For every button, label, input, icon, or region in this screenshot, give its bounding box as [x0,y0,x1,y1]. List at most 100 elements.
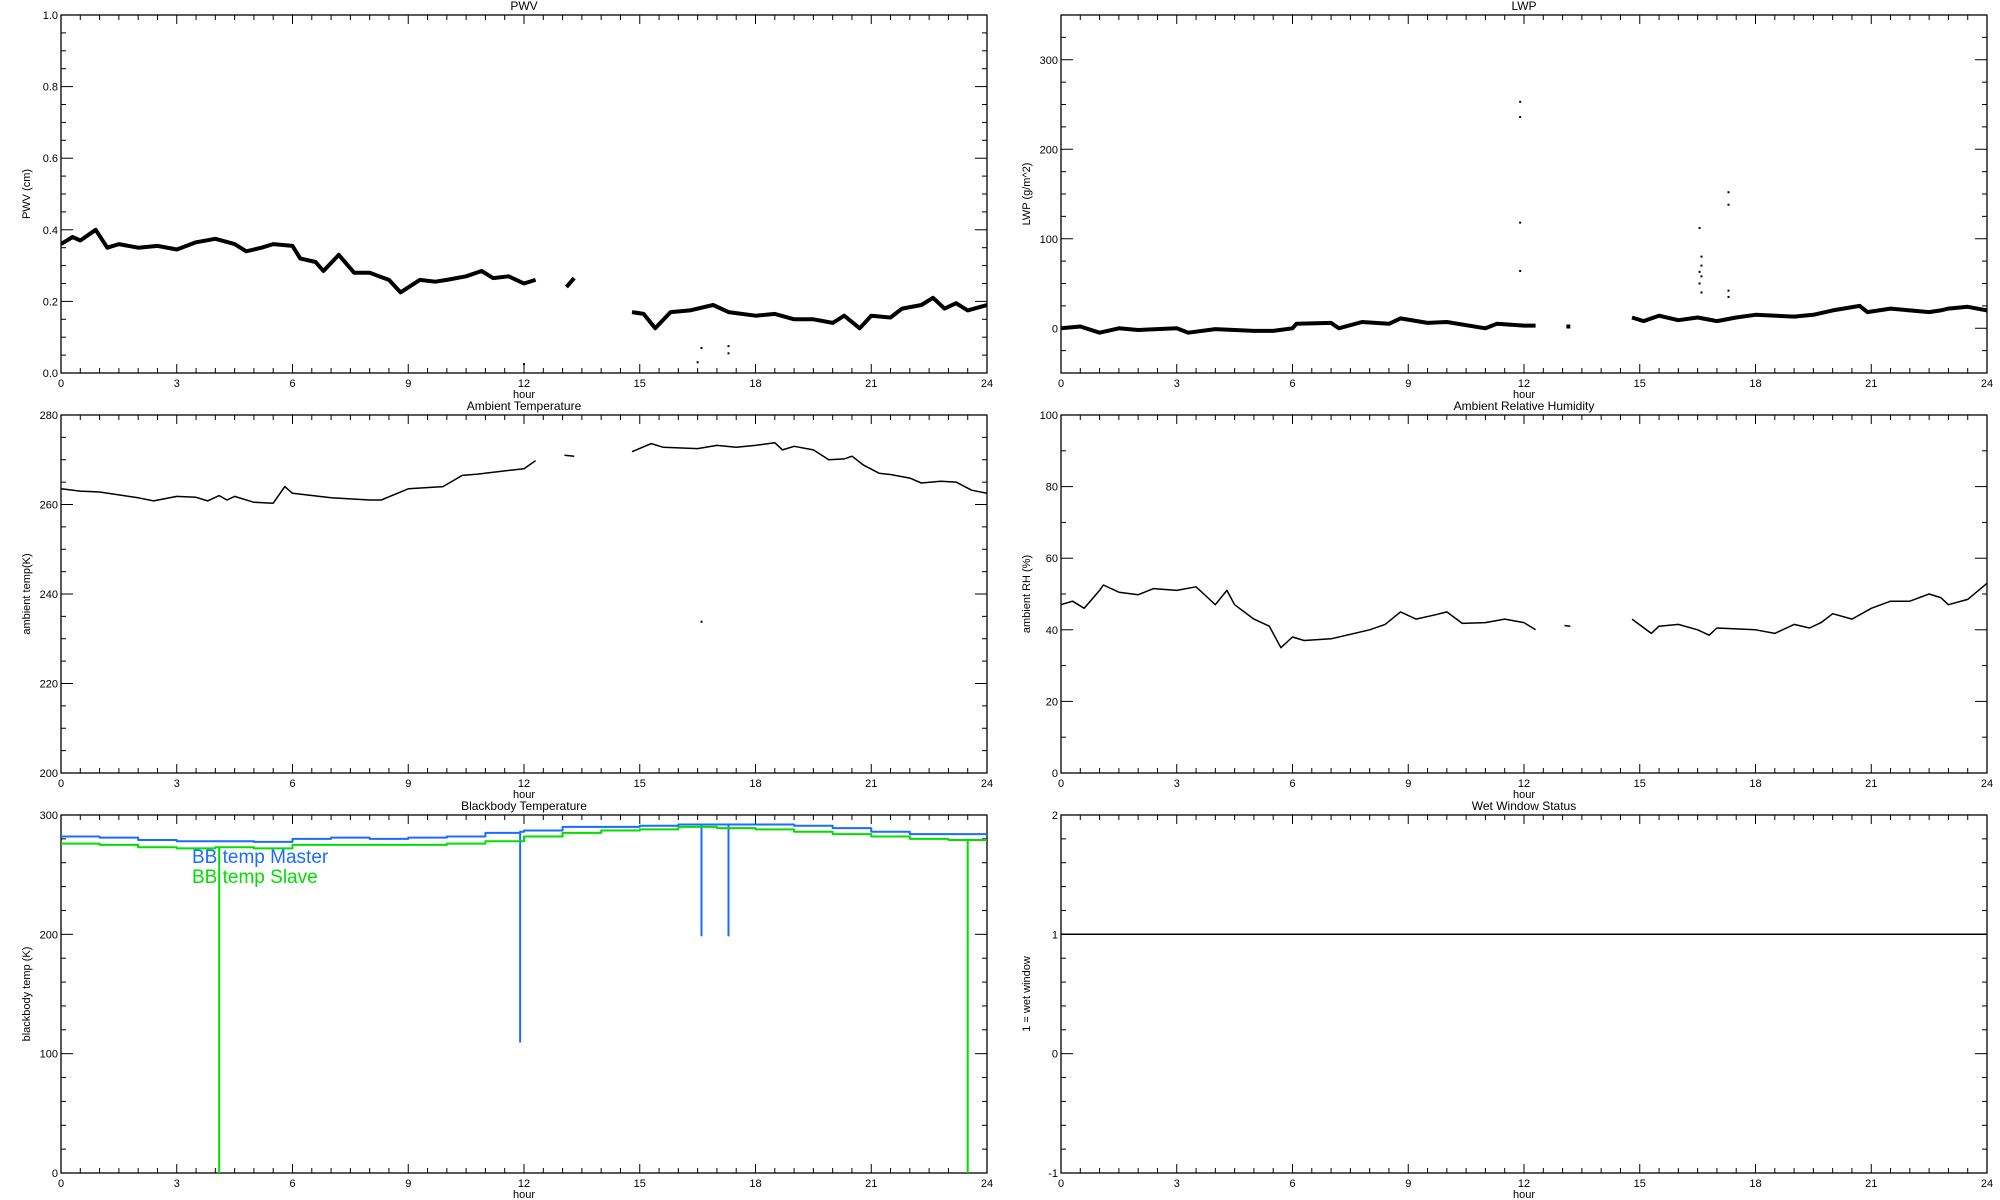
series-line [1564,624,1571,627]
plot-area [1061,100,1987,335]
x-tick-label: 24 [1981,778,1993,790]
y-tick-label: 100 [1040,234,1058,246]
series-line [61,823,987,1043]
legend-entry: BB temp Slave [192,867,318,888]
y-tick-label: -1 [1048,1168,1058,1180]
plot-area [61,227,987,366]
x-tick-label: 18 [1749,1178,1761,1190]
x-tick-label: 6 [1289,778,1295,790]
x-tick-label: 6 [1289,1178,1295,1190]
chart-panel: Blackbody Temperature hour blackbody temp … [21,799,993,1200]
plot-frame [1060,14,1988,374]
series-line [1061,584,1536,649]
y-tick-label: 260 [40,500,58,512]
data-point [700,620,703,623]
x-tick-label: 0 [1058,1178,1064,1190]
x-axis-label: hour [513,389,535,401]
data-point [1727,203,1730,206]
x-tick-label: 24 [1981,378,1993,390]
x-tick-label: 24 [1981,1178,1993,1190]
y-tick-label: 0 [52,1168,58,1180]
series-line [564,454,575,457]
y-tick-label: 200 [40,768,58,780]
chart-panel: PWV hour PWV (cm) 0 3 6 9 12 15 18 21 24 0.0 0.2 0.4 0.… [21,0,993,401]
y-tick-label: 2 [1052,810,1058,822]
x-tick-label: 6 [289,378,295,390]
x-axis-label: hour [513,1189,535,1200]
y-tick-label: 1 [1052,929,1058,941]
y-tick-label: 20 [1046,696,1058,708]
x-tick-label: 3 [1174,1178,1180,1190]
series-line [564,276,576,289]
data-point [1700,264,1703,267]
y-tick-label: 0.8 [43,82,58,94]
x-tick-label: 9 [1405,378,1411,390]
y-tick-label: 0.0 [43,368,58,380]
y-axis-label: PWV (cm) [21,169,33,219]
data-point [696,361,699,364]
series-line [631,295,987,331]
plot-frame [1060,414,1988,774]
x-tick-label: 21 [865,778,877,790]
x-tick-label: 18 [749,778,761,790]
plot-area [61,823,987,1173]
y-axis-label: ambient RH (%) [1021,555,1033,633]
y-axis-label: blackbody temp (K) [21,947,33,1042]
x-tick-label: 21 [865,1178,877,1190]
y-tick-label: 0.6 [43,153,58,165]
x-tick-label: 18 [1749,378,1761,390]
x-tick-label: 15 [1634,1178,1646,1190]
chart-title: Ambient Relative Humidity [1454,399,1595,413]
x-tick-label: 21 [865,378,877,390]
x-axis-label: hour [1513,389,1535,401]
x-tick-label: 9 [1405,778,1411,790]
x-tick-label: 24 [981,778,993,790]
x-tick-label: 21 [1865,778,1877,790]
x-tick-label: 6 [289,1178,295,1190]
y-tick-label: 0.2 [43,296,58,308]
y-tick-label: 300 [40,810,58,822]
x-tick-label: 3 [174,778,180,790]
y-tick-label: 240 [40,589,58,601]
y-tick-label: 220 [40,679,58,691]
x-tick-label: 24 [981,378,993,390]
chart-title: PWV [510,0,537,13]
x-tick-label: 9 [405,378,411,390]
data-point [727,352,730,355]
chart-panel: Ambient Relative Humidity hour ambient RH … [1021,399,1993,801]
x-axis-label: hour [1513,789,1535,801]
x-tick-label: 9 [405,1178,411,1190]
data-point [1519,221,1522,224]
y-tick-label: 0 [1052,1049,1058,1061]
x-tick-label: 9 [1405,1178,1411,1190]
series-line [61,825,987,1173]
x-tick-label: 12 [518,778,530,790]
x-tick-label: 18 [749,378,761,390]
data-point [1700,255,1703,258]
x-tick-label: 15 [1634,378,1646,390]
data-point [1727,289,1730,292]
x-tick-label: 15 [634,1178,646,1190]
data-point [1727,191,1730,194]
data-point [1698,270,1701,273]
x-tick-label: 21 [1865,1178,1877,1190]
x-tick-label: 12 [518,378,530,390]
x-axis-label: hour [513,789,535,801]
x-tick-label: 15 [634,378,646,390]
y-tick-label: 100 [1040,410,1058,422]
y-tick-label: 300 [1040,55,1058,67]
x-tick-label: 24 [981,1178,993,1190]
x-tick-label: 15 [1634,778,1646,790]
data-point [523,363,525,366]
y-tick-label: 60 [1046,553,1058,565]
legend-entry: BB temp Master [192,847,329,868]
x-tick-label: 0 [58,378,64,390]
y-axis-label: LWP (g/m^2) [1021,163,1033,226]
data-point [1727,295,1730,298]
chart-panel: Wet Window Status hour 1 = wet window 0 3 6 9 1… [1021,799,1993,1200]
y-axis-label: ambient temp(K) [21,553,33,634]
x-tick-label: 12 [1518,1178,1530,1190]
y-axis-label: 1 = wet window [1021,956,1033,1032]
x-tick-label: 12 [1518,778,1530,790]
